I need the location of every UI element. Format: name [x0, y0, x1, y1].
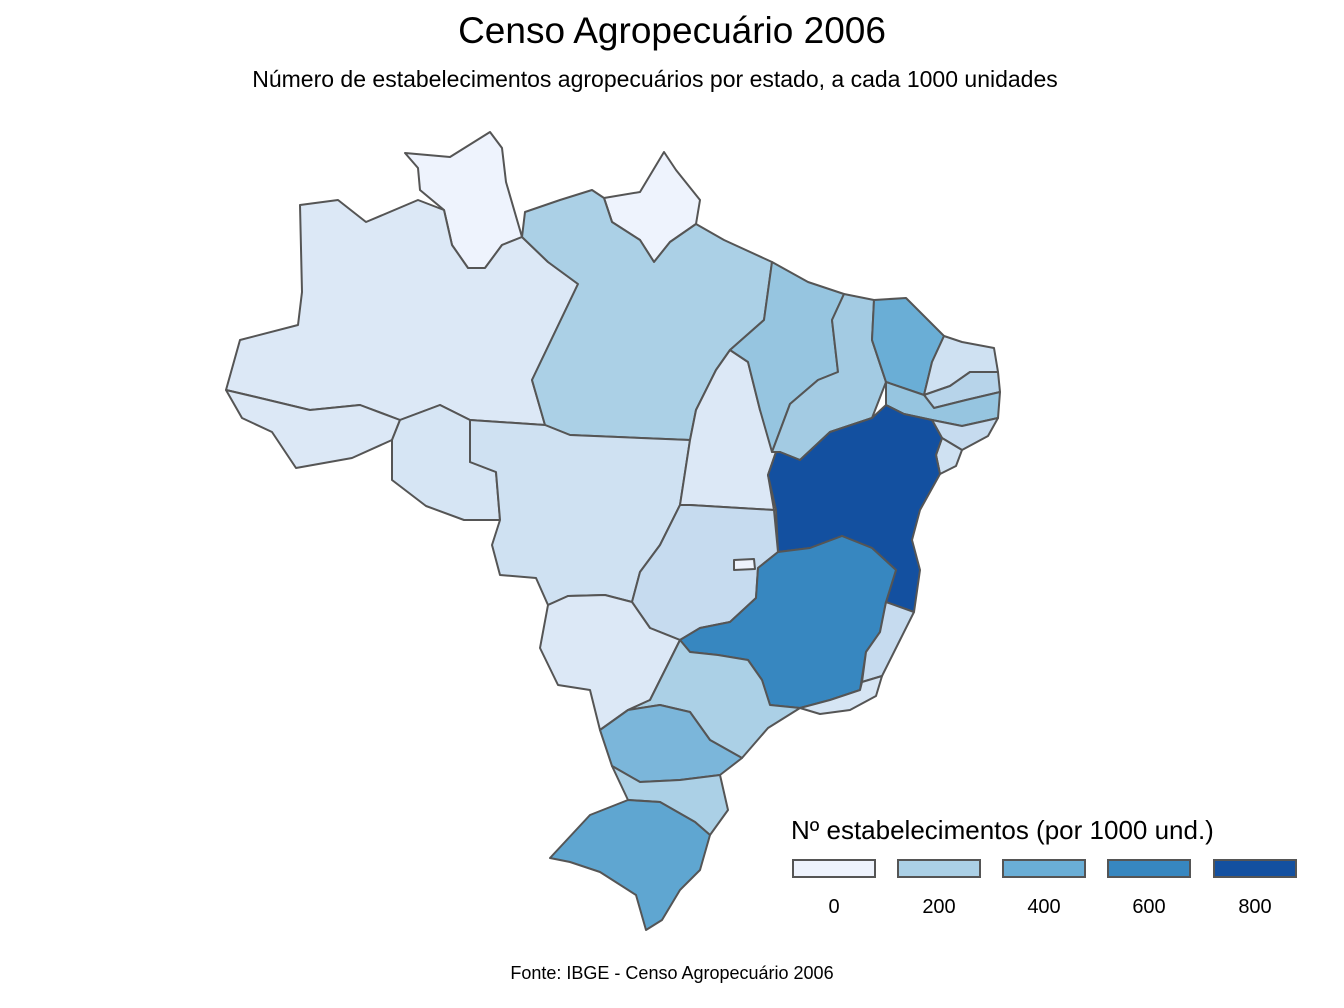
legend-label-600: 600 [1132, 896, 1166, 918]
legend-swatch-0 [792, 859, 876, 878]
legend-title: Nº estabelecimentos (por 1000 und.) [791, 815, 1214, 845]
state-distrito-federal[interactable] [733, 558, 756, 571]
source-caption: Fonte: IBGE - Censo Agropecuário 2006 [510, 963, 834, 983]
state-rio-grande-do-sul[interactable] [549, 799, 711, 931]
map-subtitle: Número de estabelecimentos agropecuários… [252, 66, 1058, 92]
legend-swatch-200 [897, 859, 981, 878]
legend-swatch-400 [1002, 859, 1086, 878]
state-rio-de-janeiro[interactable] [799, 675, 883, 715]
legend-label-200: 200 [922, 896, 956, 918]
state-bahia[interactable] [767, 404, 943, 613]
state-sao-paulo[interactable] [627, 639, 801, 759]
legend-label-400: 400 [1027, 896, 1061, 918]
map-title: Censo Agropecuário 2006 [458, 10, 886, 51]
legend-swatch-600 [1107, 859, 1191, 878]
legend-swatch-800 [1213, 859, 1297, 878]
legend-label-0: 0 [828, 896, 840, 918]
legend-label-800: 800 [1238, 896, 1272, 918]
